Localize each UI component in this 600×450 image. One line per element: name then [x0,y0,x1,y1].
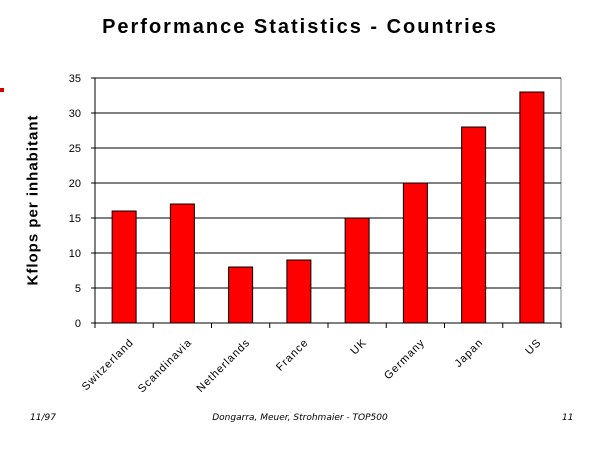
bar [344,217,370,324]
x-tick-label: UK [349,337,370,358]
x-tick-label: Netherlands [195,337,253,395]
x-tick-label: Germany [382,337,427,382]
y-tick-label: 30 [69,108,81,120]
footer-page-number: 11 [562,413,574,423]
bar [286,259,312,324]
y-tick-label: 15 [69,213,81,225]
y-tick-label: 35 [69,73,81,85]
footer-authors: Dongarra, Meuer, Strohmaier - TOP500 [212,413,388,423]
x-tick-label: US [523,337,544,358]
x-tick-label: Scandinavia [136,337,195,396]
y-tick-label: 20 [69,178,81,190]
slide-edge-mark [0,88,4,92]
y-tick-label: 0 [75,318,81,330]
bar [519,91,545,324]
x-tick-label: France [274,337,311,374]
bar [402,182,428,324]
x-tick-label: Switzerland [80,337,136,393]
chart-title: Performance Statistics - Countries [102,16,498,38]
bar [461,126,487,324]
y-tick-label: 25 [69,143,81,155]
y-tick-label: 10 [69,248,81,260]
y-tick-label: 5 [75,283,81,295]
bar [111,210,137,324]
plot-area-frame [94,77,562,324]
x-tick-label: Japan [453,337,486,370]
bar [228,266,254,324]
bar [169,203,195,324]
footer-date: 11/97 [30,413,56,423]
